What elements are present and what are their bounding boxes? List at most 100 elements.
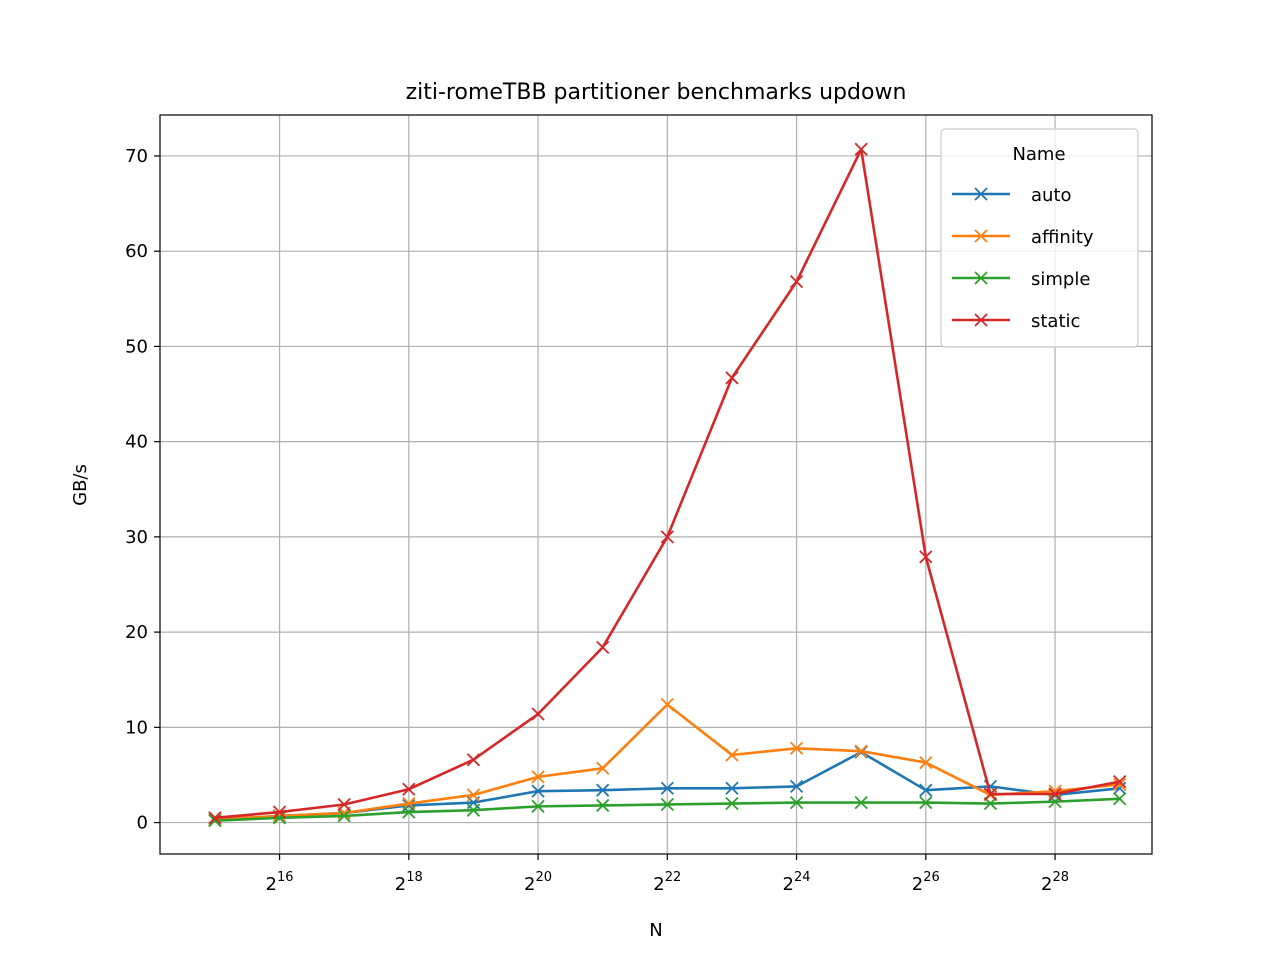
- marker-stroke: [1113, 774, 1127, 789]
- marker-stroke: [725, 371, 739, 385]
- marker-stroke: [919, 783, 933, 797]
- data-point-static: [660, 530, 674, 544]
- y-tick-label: 30: [125, 527, 148, 548]
- data-point-affinity: [919, 755, 933, 770]
- legend-box: [940, 128, 1139, 348]
- x-tick-label: 220: [524, 870, 552, 895]
- y-tick-label: 0: [137, 813, 148, 834]
- y-tick-label: 40: [125, 432, 148, 453]
- marker-stroke: [854, 142, 868, 156]
- marker-stroke: [660, 797, 674, 812]
- marker-stroke: [725, 748, 739, 762]
- marker-stroke: [789, 275, 804, 289]
- data-point-static: [531, 707, 545, 721]
- grid-layer: [160, 115, 1152, 854]
- data-point-static: [337, 797, 351, 812]
- marker-stroke: [854, 795, 868, 810]
- legend-entries: auto affinity simple static: [952, 185, 1094, 332]
- x-tick-label-base: 2: [395, 874, 406, 895]
- x-tick-label-base: 2: [912, 874, 923, 895]
- x-tick-label-power: 24: [794, 870, 811, 885]
- data-point-simple: [1113, 792, 1127, 806]
- x-tick-label: 218: [395, 870, 423, 895]
- marker-stroke: [531, 784, 545, 798]
- marker-stroke: [974, 187, 988, 201]
- y-tick-label: 50: [125, 336, 148, 357]
- data-point-auto: [725, 781, 739, 795]
- legend-swatch-marker: [974, 229, 988, 243]
- data-point-auto: [596, 783, 610, 797]
- y-tick-label: 70: [125, 146, 148, 167]
- legend-entry-affinity: affinity: [952, 227, 1094, 248]
- x-tick-label-power: 28: [1053, 870, 1070, 885]
- legend-entry-auto: auto: [952, 185, 1072, 206]
- marker-stroke: [466, 788, 481, 802]
- legend: Name auto affinity simple static: [940, 128, 1139, 348]
- x-tick-label: 216: [266, 870, 294, 895]
- marker-stroke: [660, 781, 674, 795]
- marker-stroke: [272, 811, 287, 825]
- data-point-affinity: [660, 697, 674, 712]
- marker-stroke: [1113, 777, 1127, 792]
- data-point-affinity: [789, 741, 804, 755]
- marker-stroke: [974, 313, 988, 327]
- legend-swatch-marker: [974, 313, 988, 327]
- data-point-simple: [272, 811, 287, 825]
- marker-stroke: [919, 550, 933, 564]
- marker-stroke: [531, 770, 545, 784]
- marker-stroke: [402, 798, 416, 813]
- data-point-simple: [983, 796, 998, 811]
- x-tick-label-power: 20: [536, 870, 553, 885]
- marker-stroke: [789, 741, 804, 755]
- data-point-auto: [402, 798, 416, 813]
- x-tick-label: 226: [912, 870, 940, 895]
- data-point-auto: [531, 784, 545, 798]
- y-tick-label: 20: [125, 622, 148, 643]
- data-point-auto: [919, 783, 933, 797]
- plot-frame: [159, 114, 1153, 855]
- marker-stroke: [272, 805, 287, 819]
- series-static: [208, 142, 1127, 825]
- data-point-simple: [919, 795, 933, 810]
- marker-stroke: [983, 787, 998, 801]
- data-point-affinity: [854, 744, 868, 758]
- marker-stroke: [466, 803, 481, 817]
- x-tick-label-base: 2: [1041, 874, 1052, 895]
- marker-stroke: [596, 798, 610, 813]
- marker-stroke: [725, 796, 739, 811]
- marker-stroke: [1113, 792, 1127, 806]
- data-point-simple: [789, 795, 804, 810]
- data-point-simple: [466, 803, 481, 817]
- x-tick-label-power: 22: [665, 870, 682, 885]
- data-point-static: [919, 550, 933, 564]
- data-point-static: [402, 782, 416, 796]
- marker-stroke: [919, 755, 933, 770]
- data-point-simple: [660, 797, 674, 812]
- marker-stroke: [337, 809, 351, 823]
- series-layer: [208, 142, 1127, 828]
- legend-entry-simple: simple: [952, 269, 1090, 290]
- marker-stroke: [402, 782, 416, 796]
- y-axis-label: GB/s: [70, 464, 91, 506]
- marker-stroke: [208, 811, 222, 825]
- marker-stroke: [789, 795, 804, 810]
- marker-stroke: [531, 707, 545, 721]
- marker-stroke: [596, 640, 610, 654]
- marker-stroke: [919, 795, 933, 810]
- data-point-static: [272, 805, 287, 819]
- data-point-auto: [660, 781, 674, 795]
- x-tick-label: 224: [783, 870, 811, 895]
- x-tick-label-power: 26: [923, 870, 940, 885]
- y-tick-label: 10: [125, 717, 148, 738]
- data-point-static: [789, 275, 804, 289]
- legend-swatch-marker: [974, 271, 988, 285]
- x-axis-label: N: [649, 920, 662, 941]
- marker-stroke: [402, 805, 416, 819]
- marker-stroke: [974, 271, 988, 285]
- data-point-simple: [854, 795, 868, 810]
- data-point-affinity: [531, 770, 545, 784]
- legend-label-auto: auto: [1031, 185, 1072, 206]
- marker-stroke: [337, 797, 351, 812]
- data-point-static: [1113, 774, 1127, 789]
- data-point-simple: [725, 796, 739, 811]
